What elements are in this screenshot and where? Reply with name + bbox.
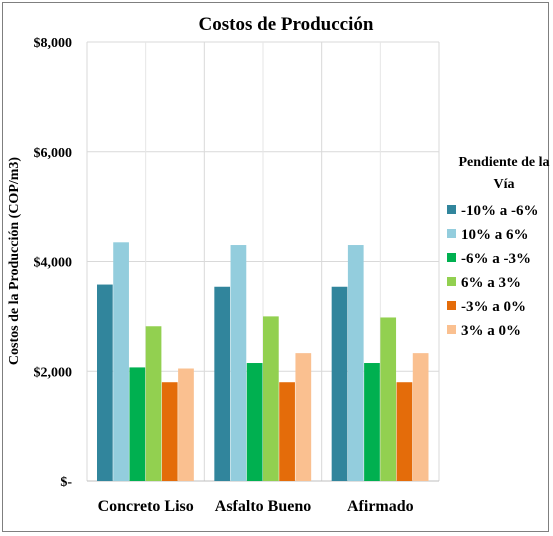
bar: [295, 353, 312, 481]
bar: [97, 284, 113, 481]
bar: [230, 245, 247, 481]
y-axis-label: Costos de la Producción (COP/m3): [7, 157, 22, 366]
legend-label: -3% a 0%: [461, 299, 526, 315]
bar: [412, 353, 429, 481]
bar: [145, 326, 162, 481]
bar: [331, 286, 348, 481]
bar: [364, 363, 380, 481]
x-tick-label: Concreto Liso: [98, 498, 194, 515]
x-tick-label: Asfalto Bueno: [215, 498, 311, 515]
y-tick-label: $4,000: [34, 256, 73, 271]
legend-label: 3% a 0%: [461, 323, 521, 339]
legend-title-line-1: Pendiente de la: [459, 155, 550, 170]
bar: [161, 382, 178, 481]
legend-label: -6% a -3%: [461, 251, 531, 267]
y-tick-label: $-: [60, 475, 72, 490]
bar: [129, 367, 146, 481]
x-tick-label: Afirmado: [347, 498, 414, 515]
y-tick-label: $8,000: [34, 36, 73, 51]
legend-label: 10% a 6%: [461, 227, 529, 243]
bar: [396, 382, 413, 481]
legend-swatch: [447, 253, 456, 262]
legend-swatch: [447, 301, 456, 310]
x-tick-labels: Concreto Liso Asfalto Bueno Afirmado: [98, 498, 414, 515]
legend-swatch: [447, 277, 456, 286]
bar: [214, 286, 231, 481]
legend-swatch: [447, 205, 456, 214]
y-tick-label: $6,000: [34, 146, 73, 161]
legend-title-line-2: Vía: [494, 177, 515, 192]
y-tick-label: $2,000: [34, 365, 73, 380]
legend-swatch: [447, 325, 456, 334]
bar: [279, 382, 295, 481]
bar: [347, 245, 364, 481]
chart-title: Costos de Producción: [199, 14, 374, 35]
legend-label: -10% a -6%: [461, 203, 539, 219]
y-tick-labels: $- $2,000 $4,000 $6,000 $8,000: [34, 36, 73, 490]
bar: [380, 317, 397, 481]
bars: [97, 242, 429, 481]
bar: [263, 316, 279, 481]
bar: [178, 368, 194, 481]
bar: [246, 363, 263, 481]
legend-swatch: [447, 229, 456, 238]
bar: [113, 242, 129, 481]
legend: Pendiente de la Vía -10% a -6% 10% a 6% -6…: [447, 155, 550, 339]
legend-label: 6% a 3%: [461, 275, 521, 291]
